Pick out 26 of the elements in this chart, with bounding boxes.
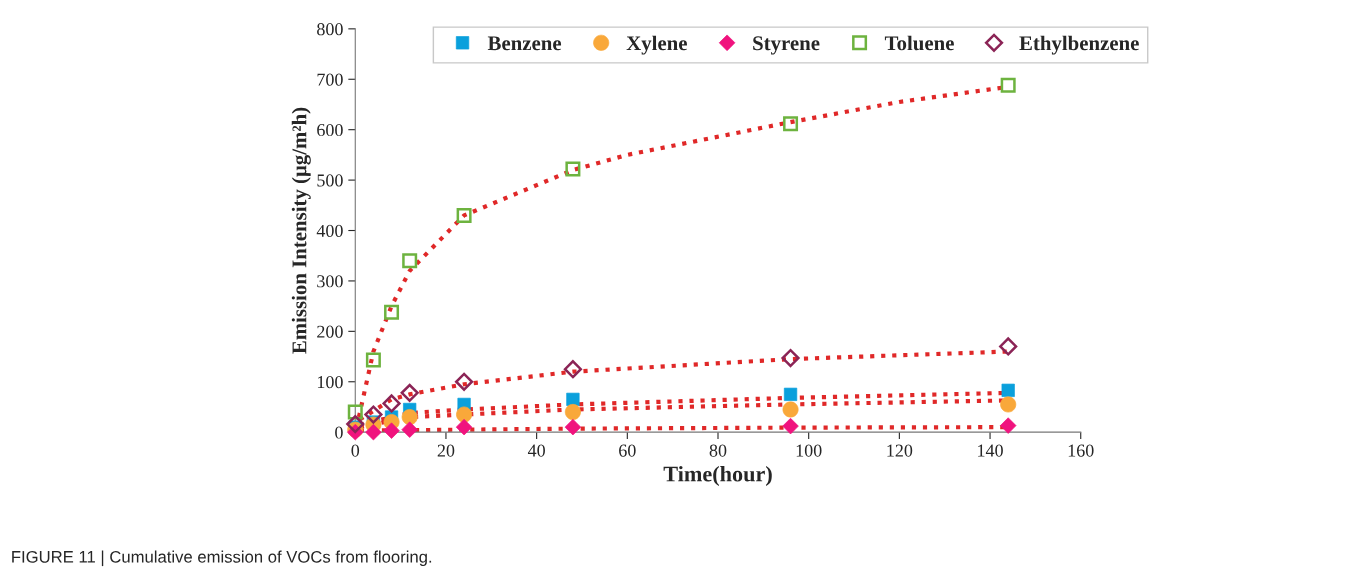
legend-label: Ethylbenzene bbox=[1019, 35, 1139, 55]
legend-label: Toluene bbox=[884, 35, 954, 51]
x-tick-label: 120 bbox=[887, 444, 913, 457]
legend-label: Xylene bbox=[626, 35, 687, 55]
x-tick-label: 140 bbox=[978, 444, 1003, 457]
y-tick-label: 300 bbox=[317, 275, 343, 288]
y-tick-label: 500 bbox=[317, 174, 343, 187]
y-tick-label: 800 bbox=[317, 23, 343, 36]
y-axis-title: Emission Intensity (μg/m²h) bbox=[291, 107, 311, 354]
x-tick-label: 160 bbox=[1068, 444, 1094, 457]
x-tick-label: 20 bbox=[437, 444, 455, 457]
x-tick-label: 100 bbox=[796, 444, 822, 457]
legend-label: Benzene bbox=[487, 36, 562, 51]
legend-label: Styrene bbox=[753, 36, 820, 55]
x-tick-label: 40 bbox=[527, 444, 545, 457]
y-tick-label: 0 bbox=[335, 426, 343, 439]
caption: FIGURE 11 | Cumulative emission of VOCs from flooring. bbox=[12, 550, 432, 567]
x-tick-label: 80 bbox=[709, 444, 727, 457]
x-tick-label: 0 bbox=[351, 444, 360, 457]
x-axis-title: Time(hour) bbox=[663, 465, 772, 487]
y-tick-label: 400 bbox=[316, 224, 343, 237]
y-tick-label: 600 bbox=[317, 123, 343, 137]
y-tick-label: 100 bbox=[317, 376, 343, 389]
x-tick-label: 60 bbox=[619, 444, 636, 457]
y-tick-label: 200 bbox=[317, 325, 343, 338]
y-tick-label: 700 bbox=[317, 73, 343, 86]
